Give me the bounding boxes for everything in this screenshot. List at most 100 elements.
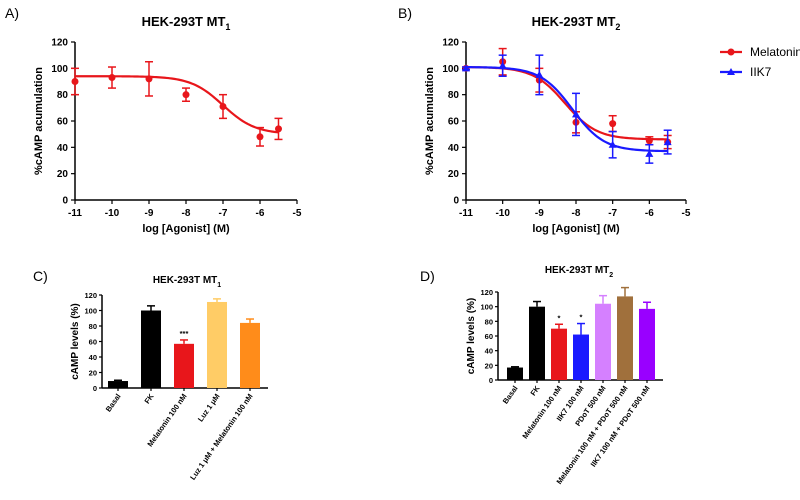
panel-label: A) [5, 5, 19, 21]
y-tick-label: 40 [89, 353, 97, 362]
legend-entry-iik7: IIK7 [750, 65, 772, 79]
series-melatonin [71, 61, 283, 147]
bar-iik7_pdot [639, 308, 655, 380]
series-melatonin [462, 47, 672, 150]
y-tick-label: 60 [57, 117, 69, 128]
data-point [462, 64, 470, 72]
data-point [645, 137, 653, 145]
data-point [572, 110, 580, 118]
bar-fk [141, 310, 161, 388]
y-axis-label: %cAMP acumulation [424, 67, 436, 175]
series-iik7 [462, 54, 672, 164]
y-tick-label: 0 [489, 376, 493, 385]
x-tick-label: Melatonin 100 nM [520, 384, 563, 440]
legend-entry-melatonin: Melatonin [750, 45, 800, 59]
x-tick-label: -8 [182, 208, 191, 219]
data-point [535, 70, 544, 78]
data-point [609, 120, 617, 128]
y-tick-label: 120 [480, 288, 493, 297]
bar-mel_pdot [617, 296, 633, 380]
bar-melatonin [174, 343, 194, 388]
bar-fk [529, 306, 545, 380]
fit-curve-melatonin [75, 75, 279, 134]
chart-title-main: HEK-293T MT [153, 275, 217, 286]
data-point [663, 138, 672, 146]
panel-a-dose-response-mt1: A) HEK-293T MT1 -11 -10 -9 -8 -7 -6 -5 0 20 40 60 80 1… [5, 5, 302, 235]
chart-title-main: HEK-293T MT [532, 14, 616, 29]
bar-luz [207, 301, 227, 388]
chart-title: HEK-293T MT1 [142, 14, 231, 32]
x-tick-label: -5 [293, 208, 302, 219]
y-tick-label: 60 [485, 332, 493, 341]
y-tick-label: 120 [51, 38, 68, 49]
x-tick-label: FK [529, 384, 542, 398]
significance-mark: * [558, 313, 561, 322]
x-tick-label: -9 [145, 208, 154, 219]
y-tick-label: 40 [57, 143, 69, 154]
x-tick-label: FK [143, 392, 156, 406]
bar-pdot [595, 303, 611, 380]
x-tick-label: -10 [495, 208, 510, 219]
x-tick-label: -11 [459, 208, 473, 219]
y-axis-label: cAMP levels (%) [70, 303, 81, 380]
x-tick-label: -10 [105, 208, 120, 219]
y-tick-label: 60 [448, 117, 460, 128]
y-tick-label: 20 [448, 169, 460, 180]
y-tick-label: 100 [84, 307, 97, 316]
chart-title-subscript: 1 [217, 282, 221, 289]
x-tick-label: Basal [501, 384, 520, 406]
y-tick-label: 120 [442, 38, 459, 49]
y-tick-label: 0 [453, 196, 459, 207]
x-tick-label: -7 [608, 208, 617, 219]
bar-luz_mel [240, 322, 260, 388]
x-tick-label: Luz 1 μM + Melatonin 100 nM [188, 392, 255, 482]
x-tick-label: -6 [645, 208, 654, 219]
chart-title: HEK-293T MT2 [532, 14, 621, 32]
data-point [71, 78, 79, 85]
significance-mark: *** [180, 329, 189, 338]
chart-title: HEK-293T MT1 [153, 275, 221, 289]
x-tick-label: -11 [68, 208, 82, 219]
y-tick-label: 100 [51, 64, 68, 75]
x-tick-label: -8 [572, 208, 581, 219]
data-point [645, 149, 654, 157]
y-tick-label: 60 [89, 338, 97, 347]
panel-label: C) [33, 268, 48, 284]
y-tick-label: 40 [485, 347, 493, 356]
data-point [275, 125, 282, 133]
panel-label: D) [420, 268, 435, 284]
bar-basal [108, 381, 128, 388]
data-point [256, 133, 264, 141]
x-tick-label: -5 [682, 208, 691, 219]
y-tick-label: 0 [93, 384, 97, 393]
x-axis-label: log [Agonist] (M) [532, 223, 620, 235]
chart-title-main: HEK-293T MT [545, 265, 609, 276]
chart-title-subscript: 2 [615, 22, 620, 32]
data-point [498, 61, 507, 69]
chart-title: HEK-293T MT2 [545, 265, 613, 279]
panel-b-dose-response-mt2: B) HEK-293T MT2 -11 -10 -9 -8 -7 -6 -5 0 20 40 60 80 1… [398, 5, 800, 235]
chart-title-subscript: 2 [609, 272, 613, 279]
data-point [219, 103, 227, 111]
y-tick-label: 80 [448, 90, 460, 101]
x-tick-label: -7 [219, 208, 228, 219]
y-axis-label: cAMP levels (%) [466, 298, 477, 375]
y-tick-label: 20 [57, 169, 69, 180]
y-tick-label: 120 [84, 291, 97, 300]
chart-title-subscript: 1 [225, 22, 230, 32]
legend-marker [727, 48, 735, 56]
y-tick-label: 20 [89, 369, 97, 378]
x-axis-label: log [Agonist] (M) [142, 223, 230, 235]
y-tick-label: 20 [485, 361, 493, 370]
x-tick-label: -9 [535, 208, 544, 219]
chart-title-main: HEK-293T MT [142, 14, 226, 29]
legend: Melatonin IIK7 [720, 45, 800, 79]
data-point [108, 74, 116, 82]
bar-iik7 [573, 334, 589, 380]
y-axis-label: %cAMP acumulation [33, 67, 45, 175]
data-point [608, 140, 617, 148]
y-tick-label: 100 [480, 303, 493, 312]
